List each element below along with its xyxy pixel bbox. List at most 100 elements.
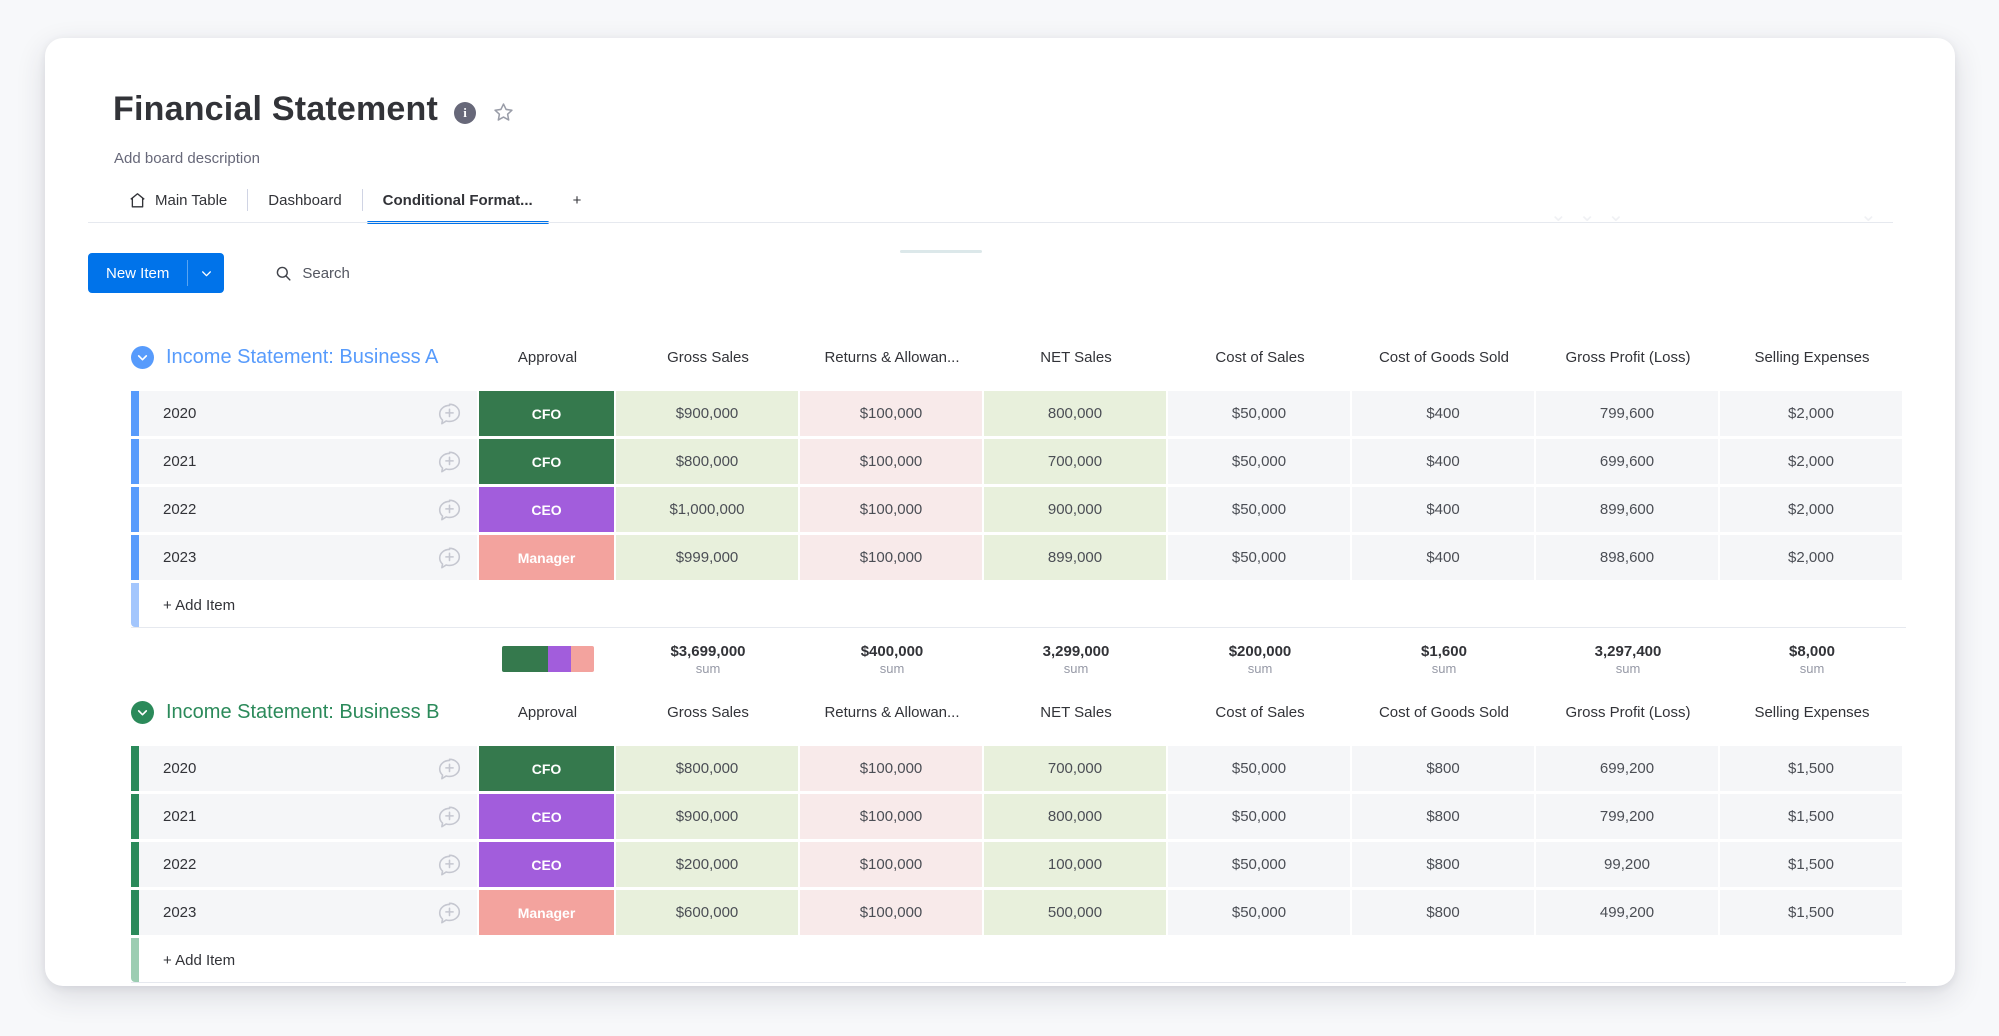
page-title[interactable]: Financial Statement [113,90,438,128]
value-cell[interactable]: $50,000 [1168,890,1352,935]
value-cell[interactable]: 100,000 [984,842,1168,887]
value-cell[interactable]: 799,200 [1536,794,1720,839]
value-cell[interactable]: $800,000 [616,439,800,484]
tab-dashboard[interactable]: Dashboard [268,191,342,209]
favorite-star-icon[interactable] [492,101,515,124]
column-header-selling-expenses[interactable]: Selling Expenses [1754,703,1870,721]
new-item-label[interactable]: New Item [106,264,170,282]
value-cell[interactable]: $400 [1352,391,1536,436]
add-update-icon[interactable] [436,851,463,878]
column-sum-cell[interactable]: 3,297,400 sum [1536,643,1720,676]
tab-conditional-format[interactable]: Conditional Format... [363,178,553,224]
value-cell[interactable]: $800,000 [616,746,800,791]
add-update-icon[interactable] [436,544,463,571]
column-header-cost-of-sales[interactable]: Cost of Sales [1215,348,1305,366]
value-cell[interactable]: $50,000 [1168,842,1352,887]
value-cell[interactable]: 899,600 [1536,487,1720,532]
value-cell[interactable]: $900,000 [616,794,800,839]
column-sum-cell[interactable]: 3,299,000 sum [984,643,1168,676]
value-cell[interactable]: $50,000 [1168,487,1352,532]
value-cell[interactable]: $50,000 [1168,535,1352,580]
approval-cell[interactable]: CFO [479,391,616,436]
value-cell[interactable]: $50,000 [1168,794,1352,839]
value-cell[interactable]: $400 [1352,487,1536,532]
value-cell[interactable]: 799,600 [1536,391,1720,436]
value-cell[interactable]: $2,000 [1720,535,1904,580]
column-header-cost-of-goods-sold[interactable]: Cost of Goods Sold [1378,348,1510,366]
info-icon[interactable]: i [454,101,476,124]
value-cell[interactable]: $1,000,000 [616,487,800,532]
value-cell[interactable]: $200,000 [616,842,800,887]
value-cell[interactable]: $100,000 [800,535,984,580]
add-update-icon[interactable] [436,899,463,926]
approval-cell[interactable]: Manager [479,890,616,935]
value-cell[interactable]: $1,500 [1720,890,1904,935]
approval-cell[interactable]: CEO [479,487,616,532]
value-cell[interactable]: 700,000 [984,746,1168,791]
add-item-row[interactable]: + Add Item [131,583,1906,628]
item-name-cell[interactable]: 2022 [131,487,479,532]
value-cell[interactable]: $800 [1352,794,1536,839]
tab-main-table[interactable]: Main Table [108,178,247,222]
board-description[interactable]: Add board description [114,150,260,167]
item-name-cell[interactable]: 2022 [131,842,479,887]
column-sum-cell[interactable]: $8,000 sum [1720,643,1904,676]
tab-add-view[interactable]: + [572,191,582,209]
column-sum-cell[interactable]: $1,600 sum [1352,643,1536,676]
approval-cell[interactable]: CEO [479,842,616,887]
collapse-group-icon[interactable] [131,700,154,724]
column-header-net-sales[interactable]: NET Sales [1040,703,1112,721]
value-cell[interactable]: $2,000 [1720,391,1904,436]
group-title[interactable]: Income Statement: Business B [166,700,440,723]
value-cell[interactable]: $100,000 [800,842,984,887]
value-cell[interactable]: $100,000 [800,487,984,532]
value-cell[interactable]: $800 [1352,890,1536,935]
value-cell[interactable]: $800 [1352,746,1536,791]
value-cell[interactable]: $100,000 [800,439,984,484]
column-header-cost-of-goods-sold[interactable]: Cost of Goods Sold [1378,703,1510,721]
value-cell[interactable]: 700,000 [984,439,1168,484]
search-input[interactable]: Search [274,264,350,283]
value-cell[interactable]: 800,000 [984,391,1168,436]
approval-distribution-bar[interactable] [501,646,594,672]
value-cell[interactable]: $800 [1352,842,1536,887]
value-cell[interactable]: $2,000 [1720,439,1904,484]
item-name-cell[interactable]: 2020 [131,746,479,791]
item-name-cell[interactable]: 2021 [131,439,479,484]
value-cell[interactable]: $100,000 [800,746,984,791]
item-name-cell[interactable]: 2023 [131,890,479,935]
value-cell[interactable]: 500,000 [984,890,1168,935]
value-cell[interactable]: $1,500 [1720,746,1904,791]
value-cell[interactable]: $400 [1352,535,1536,580]
column-sum-cell[interactable]: $200,000 sum [1168,643,1352,676]
value-cell[interactable]: 99,200 [1536,842,1720,887]
value-cell[interactable]: $50,000 [1168,391,1352,436]
value-cell[interactable]: 899,000 [984,535,1168,580]
column-header-selling-expenses[interactable]: Selling Expenses [1754,348,1870,366]
column-header-gross-sales[interactable]: Gross Sales [667,348,749,366]
collapse-group-icon[interactable] [131,345,154,369]
column-sum-cell[interactable]: $3,699,000 sum [616,643,800,676]
value-cell[interactable]: 900,000 [984,487,1168,532]
add-update-icon[interactable] [436,755,463,782]
value-cell[interactable]: $50,000 [1168,746,1352,791]
column-header-returns-allowan[interactable]: Returns & Allowan... [824,348,960,366]
value-cell[interactable]: $600,000 [616,890,800,935]
new-item-button[interactable]: New Item [88,253,225,293]
column-header-approval[interactable]: Approval [517,348,578,366]
add-item-row[interactable]: + Add Item [131,938,1906,983]
approval-cell[interactable]: CFO [479,746,616,791]
value-cell[interactable]: $999,000 [616,535,800,580]
value-cell[interactable]: $1,500 [1720,794,1904,839]
value-cell[interactable]: $400 [1352,439,1536,484]
add-update-icon[interactable] [436,803,463,830]
column-header-approval[interactable]: Approval [517,703,578,721]
value-cell[interactable]: 699,600 [1536,439,1720,484]
column-header-net-sales[interactable]: NET Sales [1040,348,1112,366]
column-header-returns-allowan[interactable]: Returns & Allowan... [824,703,960,721]
item-name-cell[interactable]: 2020 [131,391,479,436]
item-name-cell[interactable]: 2023 [131,535,479,580]
column-header-gross-profit-loss[interactable]: Gross Profit (Loss) [1565,703,1691,721]
group-title[interactable]: Income Statement: Business A [166,345,439,368]
approval-cell[interactable]: Manager [479,535,616,580]
